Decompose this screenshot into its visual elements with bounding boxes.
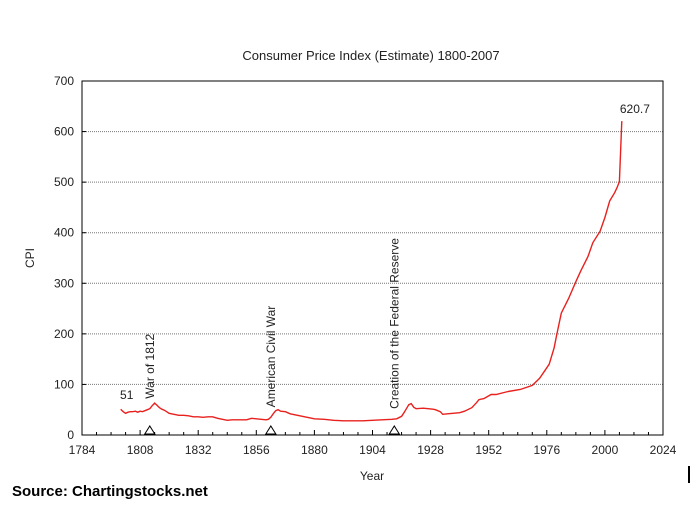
plot-frame: [81, 80, 664, 436]
x-tick-label-1808: 1808: [127, 443, 154, 457]
y-tick-label-700: 700: [54, 74, 74, 88]
y-tick-label-200: 200: [54, 327, 74, 341]
x-axis-label: Year: [360, 469, 384, 483]
cpi-line: [120, 121, 623, 422]
chart-title: Consumer Price Index (Estimate) 1800-200…: [242, 48, 499, 63]
x-tick-label-1904: 1904: [359, 443, 386, 457]
y-tick-label-400: 400: [54, 226, 74, 240]
x-tick-label-2024: 2024: [650, 443, 677, 457]
event-marker-0: [143, 425, 156, 435]
y-axis-label: CPI: [23, 248, 37, 268]
event-label-1: American Civil War: [264, 306, 278, 408]
x-tick-label-2000: 2000: [592, 443, 619, 457]
x-tick-label-1856: 1856: [243, 443, 270, 457]
event-label-2: Creation of the Federal Reserve: [387, 238, 401, 409]
x-tick-label-1976: 1976: [533, 443, 560, 457]
y-tick-label-600: 600: [54, 125, 74, 139]
text-cursor: [688, 466, 690, 483]
y-tick-label-500: 500: [54, 175, 74, 189]
x-tick-label-1832: 1832: [185, 443, 212, 457]
grid-lines: [82, 131, 663, 385]
x-tick-label-1952: 1952: [475, 443, 502, 457]
end-value-label: 620.7: [620, 102, 650, 116]
y-tick-label-100: 100: [54, 377, 74, 391]
event-marker-2: [388, 425, 401, 435]
x-tick-label-1880: 1880: [301, 443, 328, 457]
x-tick-label-1928: 1928: [417, 443, 444, 457]
x-tick-label-1784: 1784: [69, 443, 96, 457]
event-marker-1: [264, 425, 277, 435]
start-value-label: 51: [120, 388, 134, 402]
source-label: Source: Chartingstocks.net: [12, 483, 208, 500]
y-tick-label-0: 0: [67, 428, 74, 442]
event-markers: War of 1812 American Civil War Creation of…: [143, 238, 401, 435]
y-axis: 0 100 200 300 400 500 600 700: [54, 74, 86, 442]
y-tick-label-300: 300: [54, 276, 74, 290]
event-label-0: War of 1812: [143, 333, 157, 398]
x-axis: 1784 1808 1832 1856 1880 1904 1928 1952 1976 2000…: [69, 430, 677, 457]
